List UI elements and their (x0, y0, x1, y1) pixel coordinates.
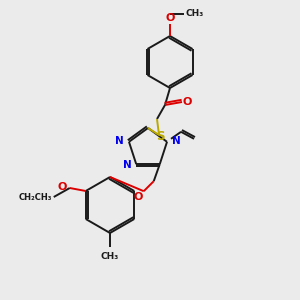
Text: CH₃: CH₃ (101, 252, 119, 261)
Text: N: N (124, 160, 132, 170)
Text: N: N (172, 136, 181, 146)
Text: O: O (134, 192, 143, 202)
Text: S: S (156, 130, 164, 143)
Text: N: N (115, 136, 124, 146)
Text: CH₃: CH₃ (186, 10, 204, 19)
Text: O: O (182, 97, 192, 107)
Text: O: O (57, 182, 67, 192)
Text: CH₂CH₃: CH₂CH₃ (18, 194, 52, 202)
Text: O: O (165, 13, 175, 23)
